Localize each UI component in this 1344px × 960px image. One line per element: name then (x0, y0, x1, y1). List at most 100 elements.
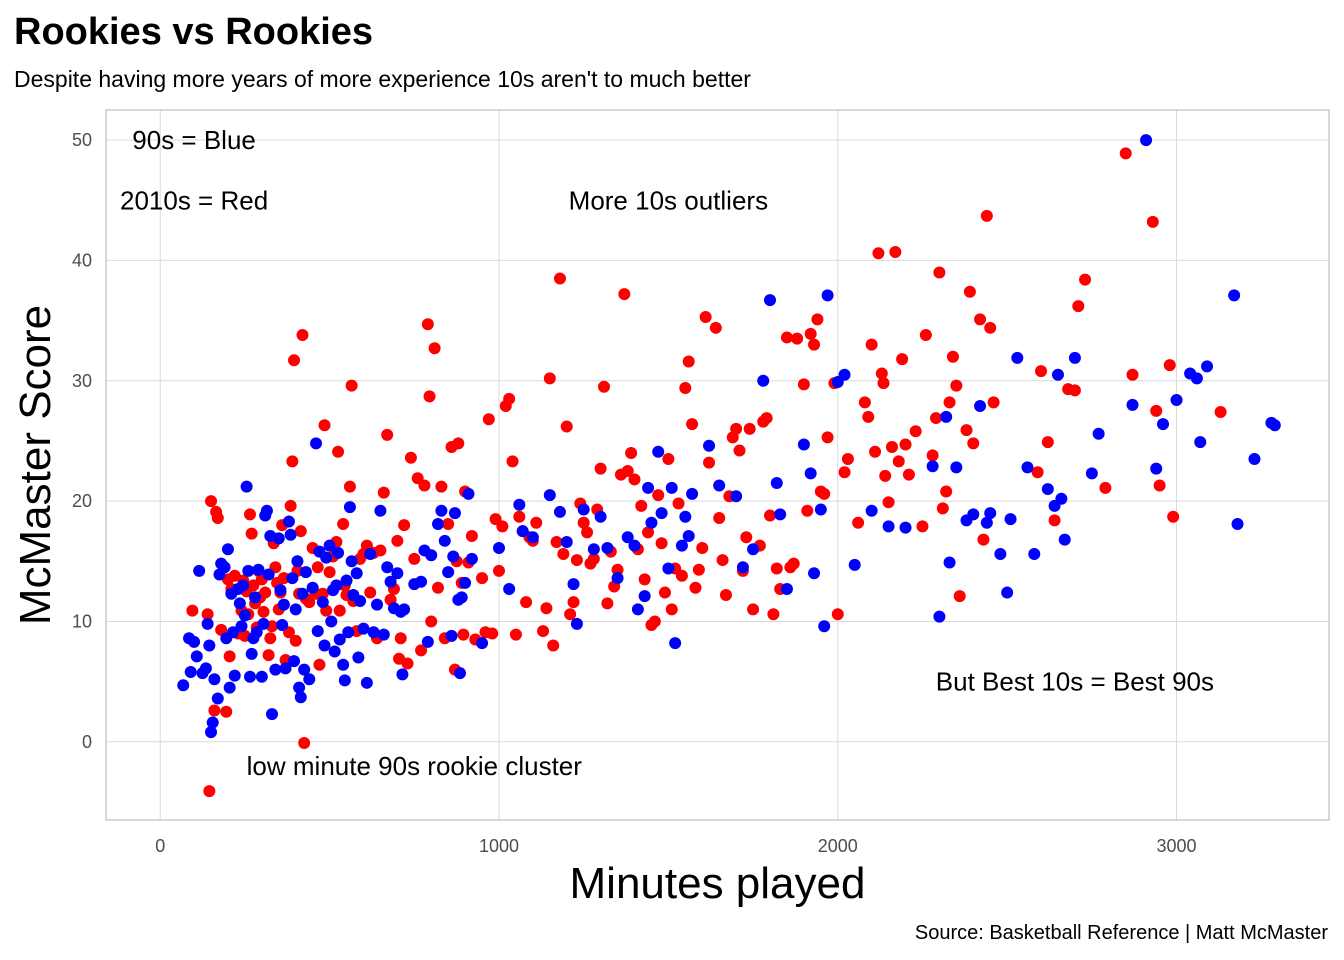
point-90s (560, 536, 573, 549)
point-90s (350, 567, 363, 580)
point-2010s (208, 704, 221, 717)
point-2010s (899, 438, 912, 451)
point-90s (318, 639, 331, 652)
point-90s (237, 579, 250, 592)
point-90s (377, 628, 390, 641)
point-2010s (808, 338, 821, 351)
point-90s (1150, 462, 1163, 475)
point-2010s (557, 548, 570, 561)
point-90s (289, 603, 302, 616)
point-90s (1041, 483, 1054, 496)
point-90s (398, 603, 411, 616)
point-90s (340, 574, 353, 587)
point-2010s (733, 444, 746, 457)
point-90s (277, 598, 290, 611)
point-90s (1021, 461, 1034, 474)
point-90s (223, 681, 236, 694)
point-90s (459, 576, 472, 589)
point-2010s (709, 321, 722, 334)
point-90s (243, 670, 256, 683)
point-90s (274, 584, 287, 597)
point-90s (1068, 351, 1081, 364)
point-2010s (587, 552, 600, 565)
point-2010s (618, 288, 631, 301)
point-2010s (465, 530, 478, 542)
point-2010s (1068, 384, 1081, 397)
point-90s (611, 572, 624, 585)
point-90s (252, 563, 265, 576)
point-2010s (926, 449, 939, 462)
point-90s (342, 626, 355, 639)
point-2010s (882, 496, 895, 509)
point-2010s (662, 452, 675, 465)
point-2010s (564, 608, 577, 621)
point-90s (747, 543, 760, 556)
point-2010s (594, 462, 607, 475)
point-2010s (967, 437, 980, 450)
point-90s (818, 620, 831, 633)
point-90s (679, 510, 692, 523)
point-2010s (652, 489, 665, 502)
point-2010s (740, 531, 753, 544)
point-2010s (496, 520, 509, 533)
point-90s (736, 561, 749, 574)
point-2010s (1146, 215, 1159, 228)
point-2010s (648, 615, 661, 628)
point-2010s (611, 563, 624, 576)
point-2010s (933, 266, 946, 279)
point-90s (415, 575, 428, 588)
series-90s-points (177, 134, 1281, 739)
point-90s (1085, 467, 1098, 480)
point-90s (665, 481, 678, 494)
point-2010s (699, 310, 712, 323)
point-90s (291, 555, 304, 568)
point-2010s (343, 480, 356, 493)
point-90s (249, 591, 262, 604)
point-90s (454, 667, 467, 680)
point-2010s (943, 396, 956, 409)
point-90s (257, 617, 270, 630)
point-90s (1194, 436, 1207, 449)
point-2010s (203, 785, 216, 798)
point-90s (543, 489, 556, 502)
point-90s (298, 663, 311, 676)
point-90s (199, 662, 212, 675)
point-2010s (289, 634, 302, 647)
point-2010s (984, 321, 997, 334)
point-90s (177, 679, 190, 692)
point-90s (272, 532, 285, 545)
point-2010s (930, 412, 943, 425)
point-90s (240, 480, 253, 493)
point-90s (374, 504, 387, 517)
point-2010s (452, 437, 465, 450)
point-2010s (821, 431, 834, 444)
annotations: 90s = Blue 2010s = Red More 10s outliers Bu… (120, 125, 1214, 781)
point-2010s (713, 511, 726, 524)
point-90s (203, 639, 216, 652)
point-90s (770, 477, 783, 490)
point-90s (1156, 418, 1169, 431)
point-2010s (1150, 404, 1163, 417)
point-90s (1190, 372, 1203, 385)
point-90s (1092, 427, 1105, 440)
point-90s (282, 515, 295, 528)
point-2010s (852, 516, 865, 529)
point-2010s (457, 628, 470, 641)
point-90s (333, 633, 346, 646)
point-90s (455, 591, 468, 604)
point-2010s (570, 554, 583, 567)
point-2010s (689, 581, 702, 594)
point-2010s (259, 586, 272, 599)
point-90s (1058, 533, 1071, 546)
point-2010s (428, 342, 441, 355)
x-axis-title: Minutes played (570, 859, 866, 908)
point-2010s (503, 392, 516, 405)
point-90s (804, 467, 817, 480)
point-90s (838, 368, 851, 381)
point-2010s (950, 379, 963, 392)
point-2010s (294, 525, 307, 538)
point-2010s (243, 508, 256, 521)
point-90s (345, 555, 358, 568)
point-2010s (655, 537, 668, 550)
point-2010s (211, 511, 224, 524)
